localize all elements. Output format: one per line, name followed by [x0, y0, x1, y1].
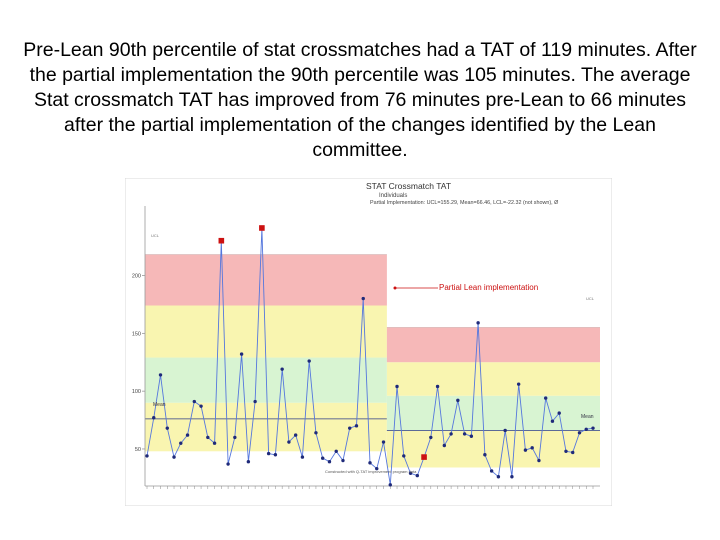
data-point: [152, 416, 156, 420]
data-point: [341, 458, 345, 463]
data-point: [429, 435, 433, 440]
data-point: [233, 435, 237, 440]
data-point: [564, 449, 568, 453]
ucl-label-pre: UCL: [151, 233, 160, 238]
data-point: [469, 434, 474, 438]
data-point: [476, 321, 480, 325]
chart-footnote: Constructed with Q‑TAT improvement progr…: [325, 469, 417, 474]
y-tick-label: 100: [132, 389, 141, 395]
data-point: [192, 399, 197, 404]
data-point: [456, 398, 460, 403]
data-points: [145, 225, 595, 487]
mean-label-pre: Mean: [153, 402, 166, 408]
control-chart: 50 100 150 200 STAT Crossmatch TAT Individu…: [125, 178, 612, 506]
data-point: [314, 431, 318, 435]
data-point: [557, 411, 561, 415]
data-point: [172, 455, 176, 459]
data-point: [388, 483, 392, 487]
data-point: [449, 432, 453, 436]
data-point: [571, 450, 575, 455]
data-point: [165, 426, 169, 430]
data-point: [300, 455, 305, 459]
flagged-point: [259, 225, 265, 231]
data-point: [550, 419, 555, 423]
data-point: [496, 475, 501, 479]
annotation-dot: [393, 286, 397, 290]
zone-pre-3: [145, 305, 387, 358]
data-point: [199, 404, 203, 408]
data-point: [179, 441, 183, 445]
data-point: [395, 384, 399, 389]
data-point: [273, 453, 278, 457]
flagged-point: [421, 454, 427, 460]
data-point: [361, 296, 365, 301]
data-point: [158, 373, 163, 377]
data-point: [435, 384, 440, 389]
ucl-label-post: UCL: [586, 296, 595, 301]
data-point: [510, 475, 514, 479]
zone-post-3: [386, 362, 600, 396]
data-point: [483, 453, 487, 457]
data-point: [327, 460, 332, 464]
mean-label-post: Mean: [581, 414, 594, 420]
slide-caption: Pre-Lean 90th percentile of stat crossma…: [23, 39, 697, 161]
data-point: [537, 458, 541, 463]
data-point: [462, 432, 467, 436]
y-tick-label: 150: [132, 331, 141, 337]
chart-stats-line: Partial Implementation: UCL=155.29, Mean…: [370, 200, 559, 206]
data-point: [584, 427, 588, 432]
data-point: [239, 352, 244, 356]
data-point: [577, 431, 582, 435]
data-point: [253, 399, 257, 404]
data-point: [503, 428, 507, 433]
annotation-partial-lean: Partial Lean implementation: [439, 283, 538, 292]
data-point: [354, 424, 359, 428]
data-point: [280, 367, 284, 371]
data-point: [375, 466, 379, 471]
data-point: [266, 451, 271, 456]
data-point: [348, 426, 352, 430]
data-point: [212, 441, 217, 445]
data-point: [293, 433, 298, 437]
data-point: [402, 454, 406, 458]
data-point: [368, 461, 372, 465]
y-tick-label: 200: [132, 273, 141, 279]
data-point: [185, 433, 190, 437]
x-ticks: [146, 486, 594, 489]
data-point: [523, 448, 528, 452]
data-point: [246, 460, 251, 464]
data-point: [530, 446, 534, 450]
data-point: [334, 449, 338, 453]
zone-post-1: [386, 430, 600, 468]
data-point: [145, 454, 149, 458]
chart-title: STAT Crossmatch TAT: [366, 181, 451, 191]
flagged-point: [218, 237, 225, 244]
data-point: [543, 396, 548, 400]
y-axis: 50 100 150 200: [132, 273, 145, 453]
data-point: [591, 426, 595, 430]
data-point: [206, 435, 210, 440]
zone-post-2: [386, 395, 600, 431]
data-point: [489, 469, 494, 473]
data-point: [320, 456, 325, 460]
data-point: [287, 440, 291, 444]
data-point: [307, 359, 311, 363]
data-point: [408, 471, 413, 475]
data-point: [442, 443, 447, 448]
y-tick-label: 50: [135, 447, 141, 453]
data-point: [381, 440, 386, 444]
control-chart-svg: 50 100 150 200 STAT Crossmatch TAT Individu…: [125, 178, 612, 506]
data-point: [226, 462, 230, 466]
data-point: [415, 473, 420, 478]
zone-post-4: [386, 327, 600, 363]
data-point: [516, 382, 521, 386]
zone-pre-4: [145, 254, 387, 306]
chart-subtitle: Individuals: [379, 193, 407, 199]
